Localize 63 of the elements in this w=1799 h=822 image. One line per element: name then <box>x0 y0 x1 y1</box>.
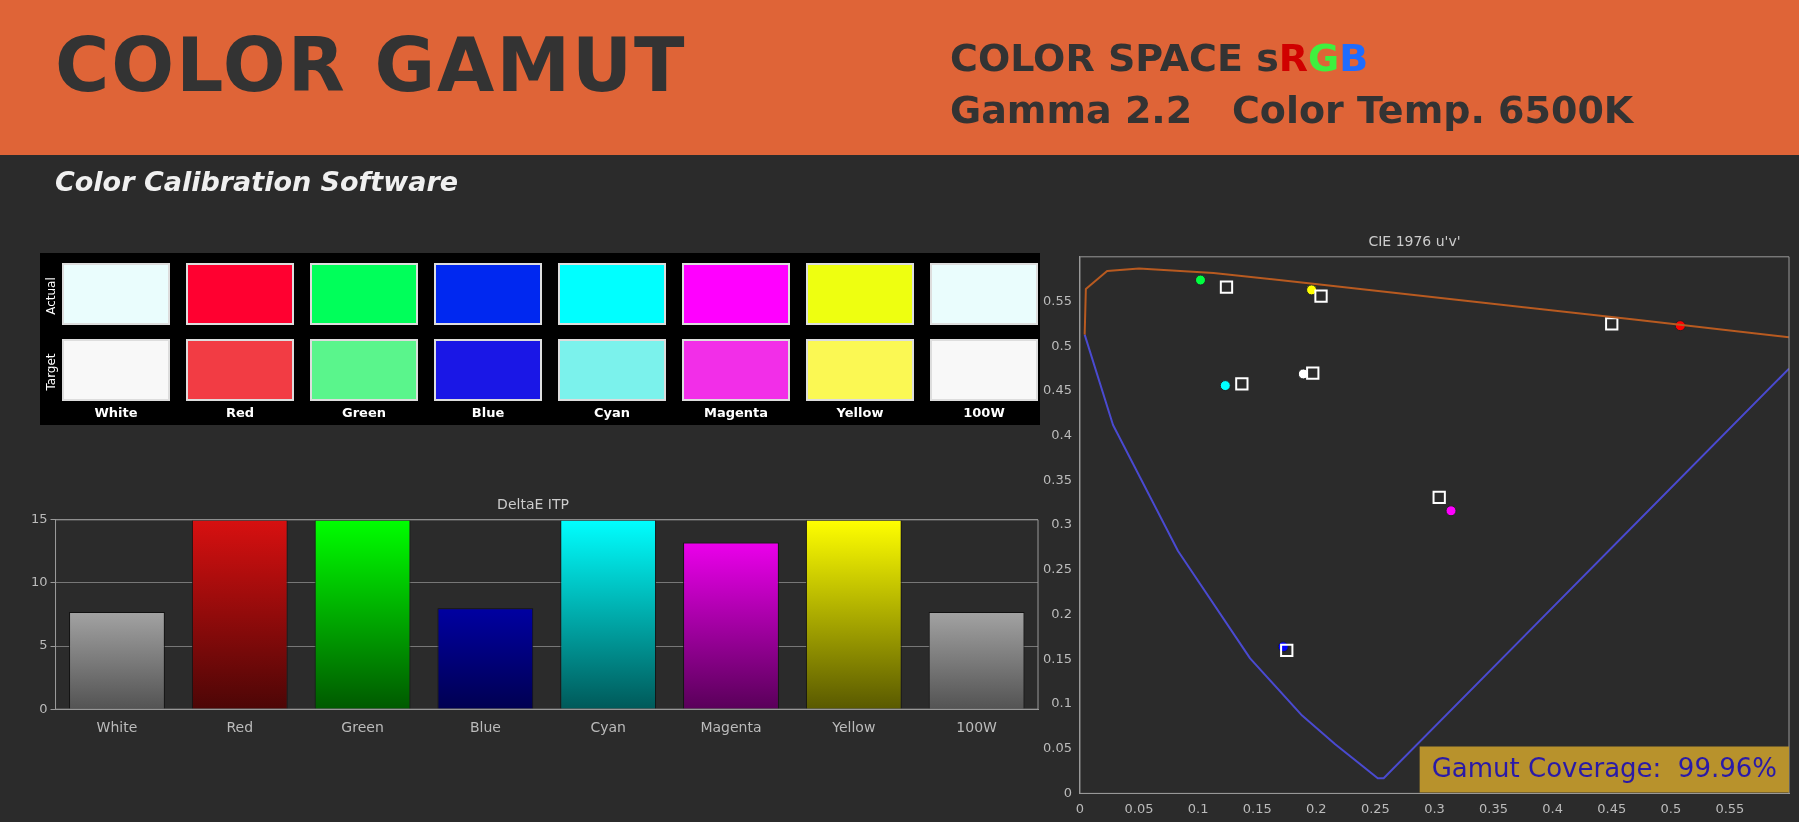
y-tick-label: 0.3 <box>1051 516 1072 532</box>
y-tick-label: 0.55 <box>1042 292 1072 308</box>
chart-title: DeltaE ITP <box>497 496 569 513</box>
x-tick-label: Magenta <box>700 719 762 736</box>
x-tick-label: 0.35 <box>1479 800 1509 816</box>
category-label: Red <box>224 405 256 420</box>
point <box>1219 380 1231 392</box>
x-tick-label: 0.05 <box>1124 800 1154 816</box>
x-tick-label: Yellow <box>831 719 876 736</box>
category-label: Target <box>44 353 58 391</box>
y-tick-label: 0.1 <box>1051 695 1072 711</box>
x-tick-label: 0.25 <box>1360 800 1390 816</box>
x-tick-label: 0.2 <box>1305 800 1327 816</box>
y-tick-label: 0.4 <box>1051 427 1072 443</box>
x-tick-label: 0.55 <box>1715 800 1745 816</box>
point <box>1445 505 1457 517</box>
x-tick-label: 0 <box>1075 800 1085 816</box>
x-tick-label: 0.3 <box>1424 800 1445 816</box>
x-tick-label: 100W <box>956 719 998 736</box>
point <box>1314 289 1328 303</box>
category-label: Yellow <box>835 405 885 420</box>
point <box>1280 643 1294 657</box>
point <box>1219 280 1234 294</box>
y-tick-label: 0.15 <box>1042 650 1072 666</box>
category-label: Green <box>341 405 387 420</box>
text: COLOR SPACE sRGB <box>950 36 1369 80</box>
text: COLOR GAMUT <box>55 22 687 108</box>
x-tick-label: 0.15 <box>1242 800 1272 816</box>
x-tick-label: 0.5 <box>1660 800 1682 816</box>
category-label: Magenta <box>702 405 770 420</box>
point <box>1306 366 1320 380</box>
x-tick-label: White <box>96 719 138 736</box>
y-tick-label: 0.5 <box>1051 337 1072 353</box>
text: Color Calibration Software <box>55 166 459 197</box>
y-tick-label: 0.05 <box>1042 740 1072 756</box>
x-tick-label: 0.1 <box>1187 800 1209 816</box>
y-tick-label: 10 <box>31 574 48 590</box>
y-tick-label: 0 <box>1063 784 1072 800</box>
x-tick-label: 0.45 <box>1597 800 1627 816</box>
annotation: Gamut Coverage: 99.96% <box>1431 753 1778 784</box>
category-label: Cyan <box>592 405 631 420</box>
chart-title: CIE 1976 u'v' <box>1368 233 1461 250</box>
y-tick-label: 0.45 <box>1042 382 1072 398</box>
category-label: Blue <box>470 405 506 420</box>
category-label: 100W <box>962 405 1006 420</box>
y-tick-label: 5 <box>39 637 48 653</box>
point <box>1432 490 1446 505</box>
x-tick-label: Blue <box>469 719 501 736</box>
category-label: White <box>93 405 139 420</box>
point <box>1235 377 1249 391</box>
y-tick-label: 0.25 <box>1042 561 1072 577</box>
x-tick-label: 0.4 <box>1542 800 1563 816</box>
x-tick-label: Red <box>226 719 254 736</box>
point <box>1605 317 1619 331</box>
text: Gamma 2.2 Color Temp. 6500K <box>950 88 1634 132</box>
y-tick-label: 0.35 <box>1042 471 1072 487</box>
point <box>1194 274 1206 286</box>
y-tick-label: 0.2 <box>1051 605 1072 621</box>
category-label: Actual <box>44 277 58 315</box>
x-tick-label: Green <box>341 719 384 736</box>
x-tick-label: Cyan <box>590 719 626 736</box>
y-tick-label: 15 <box>31 511 48 527</box>
y-tick-label: 0 <box>39 700 48 716</box>
